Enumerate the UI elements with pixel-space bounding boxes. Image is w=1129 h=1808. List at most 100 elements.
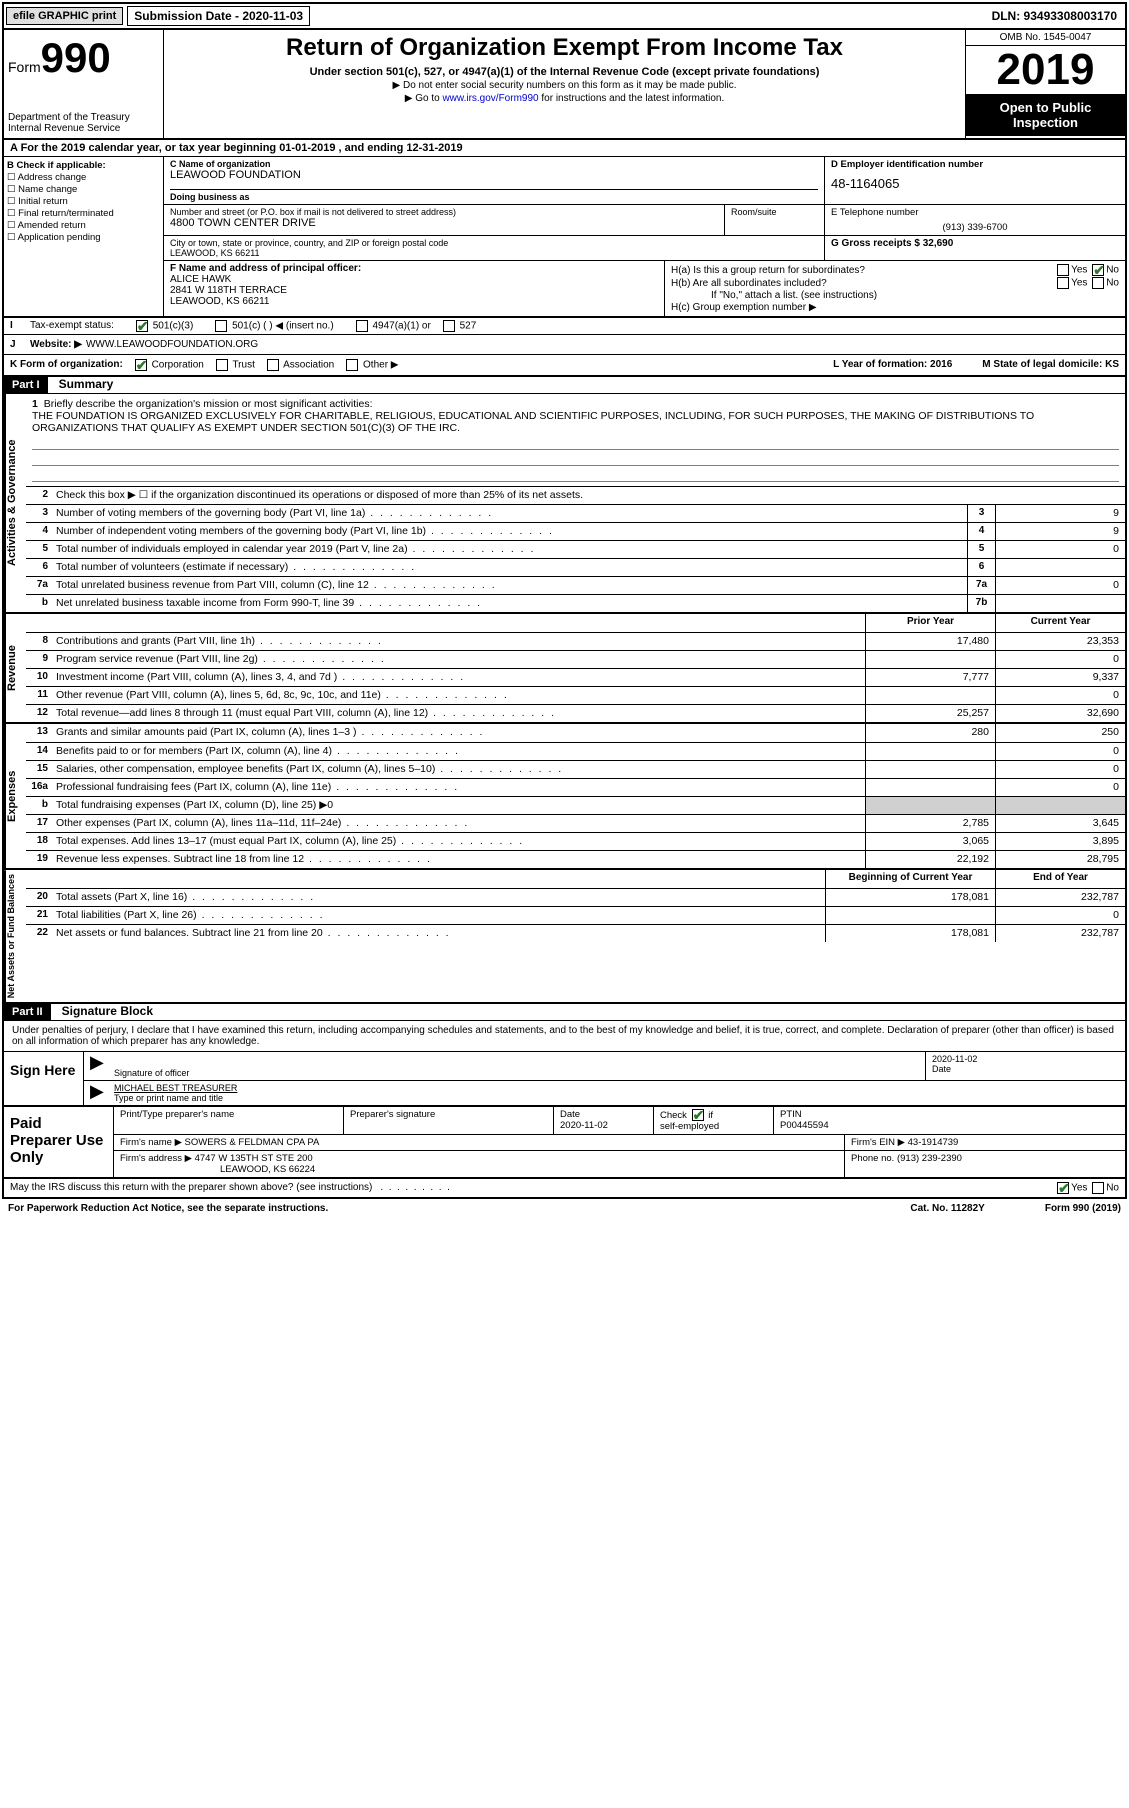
exp-line-19: 19Revenue less expenses. Subtract line 1… — [26, 850, 1125, 868]
paperwork-notice: For Paperwork Reduction Act Notice, see … — [8, 1203, 328, 1214]
f-lbl: F Name and address of principal officer: — [170, 263, 658, 274]
city-lbl: City or town, state or province, country… — [170, 238, 818, 248]
form-number: Form990 — [8, 34, 159, 82]
part1-bar: Part I — [4, 377, 48, 393]
ptin-value: P00445594 — [780, 1120, 829, 1131]
prep-date: 2020-11-02 — [560, 1120, 608, 1131]
firm-city: LEAWOOD, KS 66224 — [120, 1164, 315, 1175]
k-corp[interactable]: Corporation — [133, 359, 204, 371]
gov-line-4: 4Number of independent voting members of… — [26, 522, 1125, 540]
chk-address-change[interactable]: ☐ Address change — [7, 172, 160, 183]
i-opt-0: 501(c)(3) — [153, 321, 194, 332]
state-domicile: M State of legal domicile: KS — [982, 359, 1119, 371]
i-527[interactable]: 527 — [441, 320, 476, 332]
uline2 — [32, 452, 1119, 466]
gov-line-2: 2Check this box ▶ ☐ if the organization … — [26, 486, 1125, 504]
instructions-link-line: ▶ Go to www.irs.gov/Form990 for instruct… — [168, 93, 961, 104]
gov-line-3: 3Number of voting members of the governi… — [26, 504, 1125, 522]
chk-app-pending[interactable]: ☐ Application pending — [7, 232, 160, 243]
brief-box: 1 Briefly describe the organization's mi… — [26, 394, 1125, 486]
section-b-through-g: B Check if applicable: ☐ Address change … — [4, 157, 1125, 317]
chk-name-change[interactable]: ☐ Name change — [7, 184, 160, 195]
k-other[interactable]: Other ▶ — [344, 359, 398, 371]
room-box: Room/suite — [725, 205, 825, 236]
rev-line-9: 9Program service revenue (Part VIII, lin… — [26, 650, 1125, 668]
row-j: J Website: ▶ WWW.LEAWOODFOUNDATION.ORG — [4, 335, 1125, 355]
i-501c3[interactable]: 501(c)(3) — [134, 320, 193, 332]
net-line-21: 21Total liabilities (Part X, line 26)0 — [26, 906, 1125, 924]
i-4947[interactable]: 4947(a)(1) or — [354, 320, 431, 332]
gov-line-6: 6Total number of volunteers (estimate if… — [26, 558, 1125, 576]
gov-line-5: 5Total number of individuals employed in… — [26, 540, 1125, 558]
exp-line-17: 17Other expenses (Part IX, column (A), l… — [26, 814, 1125, 832]
side-gov: Activities & Governance — [4, 394, 26, 612]
dln: DLN: 93493308003170 — [984, 5, 1125, 27]
k-opt-1: Trust — [232, 360, 254, 371]
hb-note: If "No," attach a list. (see instruction… — [711, 290, 877, 301]
hc-lbl: H(c) Group exemption number ▶ — [671, 302, 817, 313]
form-container: efile GRAPHIC print Submission Date - 20… — [2, 2, 1127, 1199]
exp-line-18: 18Total expenses. Add lines 13–17 (must … — [26, 832, 1125, 850]
exp-line-b: bTotal fundraising expenses (Part IX, co… — [26, 796, 1125, 814]
b-opt-4: Amended return — [18, 220, 86, 231]
website-lbl: Website: ▶ — [30, 339, 82, 350]
k-trust[interactable]: Trust — [214, 359, 255, 371]
firm-ein: 43-1914739 — [908, 1137, 959, 1148]
brief-lbl: Briefly describe the organization's miss… — [44, 398, 373, 410]
website-url[interactable]: WWW.LEAWOODFOUNDATION.ORG — [86, 339, 258, 350]
gross-receipts: G Gross receipts $ 32,690 — [825, 236, 1125, 261]
omb-number: OMB No. 1545-0047 — [966, 30, 1125, 46]
self-emp-check[interactable]: Check ifself-employed — [660, 1110, 719, 1132]
uline3 — [32, 468, 1119, 482]
goto-pre: ▶ Go to — [405, 93, 443, 104]
addr-lbl: Number and street (or P.O. box if mail i… — [170, 207, 718, 217]
discuss-yn[interactable]: Yes No — [1055, 1182, 1119, 1194]
rev-line-10: 10Investment income (Part VIII, column (… — [26, 668, 1125, 686]
i-501c[interactable]: 501(c) ( ) ◀ (insert no.) — [213, 320, 333, 332]
ha-yn[interactable]: Yes No — [1055, 264, 1119, 276]
part2-title: Signature Block — [54, 1002, 161, 1020]
period-line: A For the 2019 calendar year, or tax yea… — [4, 140, 1125, 157]
brief-text: THE FOUNDATION IS ORGANIZED EXCLUSIVELY … — [32, 410, 1034, 434]
b-opt-5: Application pending — [18, 232, 101, 243]
net-line-22: 22Net assets or fund balances. Subtract … — [26, 924, 1125, 942]
i-opt-1: 501(c) ( ) ◀ (insert no.) — [232, 321, 334, 332]
firm-addr: 4747 W 135TH ST STE 200 — [195, 1153, 313, 1164]
city-value: LEAWOOD, KS 66211 — [170, 248, 818, 258]
officer-addr1: 2841 W 118TH TERRACE — [170, 285, 658, 296]
efile-print-btn[interactable]: efile GRAPHIC print — [6, 7, 123, 25]
firm-phone: (913) 239-2390 — [897, 1153, 962, 1164]
form-header: Form990 Department of the Treasury Inter… — [4, 30, 1125, 140]
bottom-line: For Paperwork Reduction Act Notice, see … — [0, 1201, 1129, 1216]
sign-here-label: Sign Here — [4, 1052, 84, 1105]
chk-final-return[interactable]: ☐ Final return/terminated — [7, 208, 160, 219]
paid-preparer-label: Paid Preparer Use Only — [4, 1107, 114, 1177]
sig-date-lbl: Date — [932, 1064, 1119, 1074]
chk-amended[interactable]: ☐ Amended return — [7, 220, 160, 231]
b-header: B Check if applicable: — [7, 160, 106, 171]
org-name-box: C Name of organization LEAWOOD FOUNDATIO… — [164, 157, 825, 205]
part1-header: Part I Summary — [4, 377, 1125, 394]
tax-year: 2019 — [966, 46, 1125, 94]
gov-section: Activities & Governance 1 Briefly descri… — [4, 394, 1125, 614]
begin-year-hdr: Beginning of Current Year — [825, 870, 995, 888]
prior-year-hdr: Prior Year — [865, 614, 995, 632]
rev-line-12: 12Total revenue—add lines 8 through 11 (… — [26, 704, 1125, 722]
exp-line-14: 14Benefits paid to or for members (Part … — [26, 742, 1125, 760]
b-opt-1: Name change — [18, 184, 77, 195]
rev-line-8: 8Contributions and grants (Part VIII, li… — [26, 632, 1125, 650]
side-rev: Revenue — [4, 614, 26, 722]
officer-addr2: LEAWOOD, KS 66211 — [170, 296, 658, 307]
phone-box: E Telephone number (913) 339-6700 — [825, 205, 1125, 236]
hb-yn[interactable]: Yes No — [1055, 277, 1119, 289]
side-exp: Expenses — [4, 724, 26, 868]
irs-link[interactable]: www.irs.gov/Form990 — [442, 93, 538, 104]
street-address: 4800 TOWN CENTER DRIVE — [170, 217, 718, 229]
chk-initial-return[interactable]: ☐ Initial return — [7, 196, 160, 207]
year-formation: L Year of formation: 2016 — [833, 359, 952, 371]
firm-addr-lbl: Firm's address ▶ — [120, 1153, 192, 1164]
form-subtitle: Under section 501(c), 527, or 4947(a)(1)… — [168, 66, 961, 78]
org-name: LEAWOOD FOUNDATION — [170, 169, 818, 181]
net-line-20: 20Total assets (Part X, line 16)178,0812… — [26, 888, 1125, 906]
k-assoc[interactable]: Association — [265, 359, 334, 371]
